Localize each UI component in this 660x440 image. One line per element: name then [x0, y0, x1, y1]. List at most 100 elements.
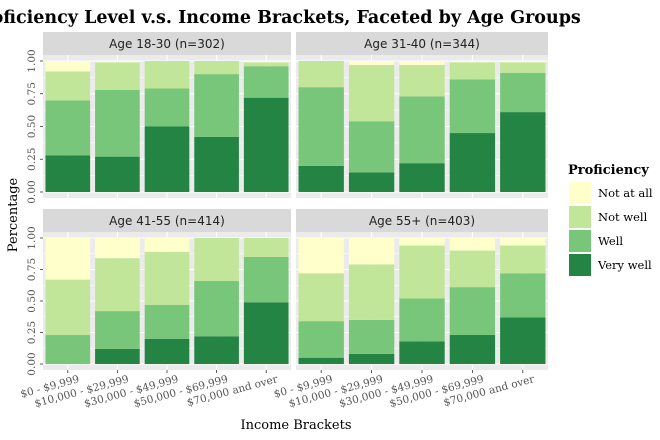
bar-segment-not-well [449, 250, 496, 288]
bar-segment-very-well [45, 155, 91, 192]
bar-segment-not-at-all [144, 238, 190, 252]
y-tick-label: 0.00 [26, 352, 38, 375]
bar-segment-very-well [348, 353, 395, 364]
facet-strip [43, 32, 291, 55]
facet-label: Age 18-30 (n=302) [109, 37, 225, 51]
facet-panel: Age 18-30 (n=302) 0.00 0.25 0.50 0.75 1.00 [26, 32, 291, 204]
bar-segment-very-well [194, 336, 239, 364]
bar-segment-not-well [194, 238, 239, 281]
bar-segment-very-well [243, 97, 289, 192]
y-axis-title: Percentage [6, 177, 21, 252]
legend-label: Not at all [598, 186, 653, 200]
bar-segment-not-well [500, 245, 546, 274]
bar-segment-very-well [95, 348, 140, 364]
bar-segment-not-at-all [298, 238, 344, 274]
facet-label: Age 41-55 (n=414) [109, 214, 225, 228]
legend-swatch [569, 230, 591, 252]
bar-segment-very-well [449, 335, 496, 364]
facet-panels: Age 18-30 (n=302)0.000.250.500.751.00Age… [19, 32, 548, 410]
facet-strip [296, 209, 548, 232]
bar-segment-well [500, 273, 546, 318]
bar-segment-not-well [45, 71, 91, 101]
y-tick-label: 1.00 [26, 49, 38, 72]
bar-segment-not-well [194, 61, 239, 75]
bar-segment-not-well [298, 273, 344, 322]
bar-segment-well [144, 304, 190, 339]
bar-segment-not-at-all [399, 61, 445, 65]
bar-segment-well [45, 335, 91, 364]
legend-swatch [569, 182, 591, 204]
bar-segment-well [298, 87, 344, 166]
y-tick-label: 0.00 [26, 180, 38, 203]
y-tick-label: 0.50 [26, 115, 38, 138]
bar-segment-not-well [348, 264, 395, 320]
bar-segment-well [298, 321, 344, 358]
bar-segment-not-well [243, 238, 289, 257]
y-tick-label: 0.25 [26, 148, 38, 171]
bar-segment-well [243, 256, 289, 303]
bar-segment-not-well [399, 64, 445, 97]
facet-panel: Age 55+ (n=403)$0 - $9,999$10,000 - $29,… [273, 209, 548, 410]
bar-segment-well [194, 74, 239, 137]
chart-title: Proficiency Level v.s. Income Brackets, … [0, 8, 581, 28]
bar-segment-very-well [243, 302, 289, 364]
bar-segment-not-at-all [348, 238, 395, 265]
facet-strip [43, 209, 291, 232]
bar-segment-not-well [144, 61, 190, 89]
bar-segment-well [45, 100, 91, 156]
facet-panel: Age 31-40 (n=344) [296, 32, 548, 198]
bar-segment-not-at-all [500, 238, 546, 246]
bar-segment-very-well [298, 357, 344, 364]
bar-segment-not-at-all [45, 238, 91, 280]
facet-label: Age 55+ (n=403) [369, 214, 475, 228]
bar-segment-not-at-all [95, 238, 140, 259]
bar-segment-well [348, 319, 395, 354]
bar-segment-not-well [95, 62, 140, 90]
bar-segment-well [399, 96, 445, 164]
y-tick-label: 0.75 [26, 82, 38, 105]
bar-segment-well [243, 66, 289, 98]
bar-segment-well [348, 121, 395, 173]
legend-title: Proficiency [568, 163, 649, 178]
bar-segment-well [194, 280, 239, 337]
bar-segment-not-well [95, 258, 140, 312]
bar-segment-very-well [449, 133, 496, 192]
bar-segment-not-well [399, 245, 445, 299]
bar-segment-well [500, 72, 546, 113]
y-tick-label: 0.25 [26, 321, 38, 344]
y-tick-label: 1.00 [26, 226, 38, 249]
bar-segment-not-at-all [449, 238, 496, 251]
bar-segment-very-well [194, 136, 239, 192]
bar-segment-not-at-all [45, 61, 91, 72]
bar-segment-well [95, 89, 140, 157]
facet-panel: Age 41-55 (n=414)0.000.250.500.751.00$0 … [19, 209, 291, 410]
bar-segment-very-well [144, 126, 190, 192]
bar-segment-not-well [243, 62, 289, 67]
bar-segment-not-at-all [399, 238, 445, 246]
facet-label: Age 31-40 (n=344) [364, 37, 480, 51]
legend-label: Well [598, 234, 623, 248]
bar-segment-very-well [95, 156, 140, 192]
y-tick-label: 0.50 [26, 289, 38, 312]
legend-swatch [569, 206, 591, 228]
bar-segment-not-well [298, 61, 344, 88]
bar-segment-not-well [45, 279, 91, 336]
bar-segment-not-well [500, 62, 546, 73]
bar-segment-very-well [399, 163, 445, 192]
bar-segment-well [399, 298, 445, 342]
y-tick-label: 0.75 [26, 258, 38, 281]
bar-segment-very-well [399, 341, 445, 364]
legend: Proficiency Not at all Not well Well Very w… [568, 163, 653, 276]
bar-segment-very-well [144, 338, 190, 364]
bar-segment-not-at-all [95, 61, 140, 63]
bar-segment-not-well [144, 251, 190, 305]
facet-strip [296, 32, 548, 55]
bar-segment-not-at-all [449, 61, 496, 63]
bar-segment-well [449, 79, 496, 134]
x-axis-title: Income Brackets [240, 418, 351, 433]
bar-segment-not-well [348, 64, 395, 122]
legend-label: Very well [597, 258, 652, 272]
bar-segment-not-at-all [348, 61, 395, 65]
